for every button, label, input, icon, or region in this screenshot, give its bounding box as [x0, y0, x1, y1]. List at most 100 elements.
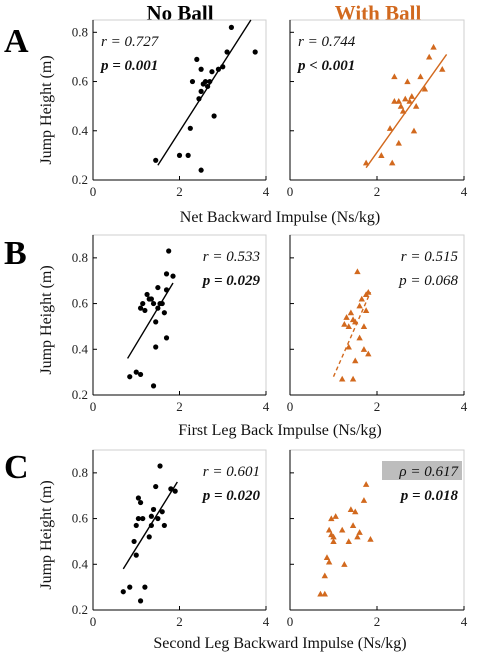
panel-b-no-ball-point [148, 296, 154, 302]
panel-c-no-ball-point [137, 499, 144, 506]
panel-a-with-ball-point [391, 98, 398, 104]
panel-c-with-ball-point [339, 526, 346, 533]
panel-b-no-ball-point [155, 305, 161, 311]
panel-b-with-ball-point [345, 343, 352, 350]
panel-c-with-ball-stat-highlight [382, 461, 462, 480]
panel-c-with-ball: 0 2 4 ρ = 0.617 p = 0.018 [287, 449, 468, 629]
panel-b-with-ball-point [354, 268, 361, 275]
panel-b-no-ball-point [170, 273, 176, 279]
panel-c-with-ball-point [362, 481, 370, 487]
panel-a-no-ball-fit-line [157, 19, 252, 166]
panel-b-no-ball-point [153, 319, 159, 325]
panel-a-no-ball-point [215, 66, 222, 72]
panel-c-with-ball-point [349, 522, 357, 528]
panel-a-no-ball-y-tick-label: 0.4 [72, 123, 89, 138]
y-axis-label-b: Jump Height (m) [38, 265, 55, 374]
panel-c-no-ball-r-value: r = 0.601 [203, 464, 260, 480]
panel-a-no-ball-y-tick-label: 0.6 [72, 74, 89, 89]
panel-a-no-ball-x-tick-label: 0 [90, 184, 97, 199]
panel-b-with-ball-point [347, 309, 355, 316]
panel-c-with-ball-point [317, 590, 324, 597]
panel-c-no-ball-point [148, 513, 154, 519]
panel-c-no-ball-point [168, 486, 174, 492]
panel-b-with-ball-point [339, 375, 346, 382]
panel-c-no-ball-y-tick-label: 0.2 [72, 602, 88, 617]
panel-a-no-ball-point [176, 152, 183, 158]
panel-a-no-ball-point [252, 49, 258, 55]
panel-b-with-ball-point [356, 302, 363, 309]
panel-c-with-ball-point [341, 561, 348, 567]
panel-a-with-ball-point [426, 53, 433, 60]
panel-c-with-ball-point [325, 526, 333, 533]
panel-c-no-ball-point [133, 552, 139, 558]
panel-a-with-ball-x-tick-label: 0 [287, 184, 294, 199]
panel-a-with-ball-point [397, 102, 405, 109]
panel-c-with-ball-point [321, 590, 328, 597]
panel-b-with-ball-point [343, 314, 350, 320]
panel-a-no-ball-point [194, 56, 200, 62]
panel-c-no-ball-point [157, 463, 163, 469]
panel-b-no-ball-point [137, 305, 144, 311]
panel-a-no-ball-point [228, 24, 234, 30]
panel-c-no-ball-y-tick-label: 0.8 [72, 465, 88, 480]
panel-a-with-ball-point [408, 93, 415, 99]
panel-b-no-ball-point [150, 300, 157, 307]
panel-c-no-ball-point [153, 483, 159, 490]
panel-c-with-ball-point [330, 538, 337, 544]
panel-b-no-ball-x-tick-label: 4 [263, 399, 270, 414]
panel-a-with-ball-point [395, 139, 402, 146]
panel-b-with-ball-point [360, 323, 368, 329]
panel-b-no-ball: 0 2 4 0.2 0.4 0.6 0.8 r = 0.533 p = 0.029 [72, 234, 270, 414]
panel-a-no-ball-point [209, 69, 215, 75]
panel-b-with-ball-r-value: r = 0.515 [401, 249, 459, 265]
panel-b-with-ball-point [360, 346, 368, 352]
panel-c-with-ball-point [352, 508, 359, 515]
panel-c-no-ball-point [131, 538, 137, 545]
panel-a-no-ball-point [198, 66, 204, 72]
panel-c-no-ball-point [137, 598, 144, 604]
panel-b-with-ball-point [345, 323, 352, 329]
panel-c-with-ball-p-value: p = 0.018 [399, 488, 459, 504]
panel-a-with-ball-point [362, 159, 370, 166]
panel-c-with-ball-point [345, 538, 352, 544]
panel-a-with-ball-point [389, 159, 396, 166]
panel-b-no-ball-point [137, 371, 144, 378]
panel-c-with-ball-point [367, 535, 374, 542]
panel-b-no-ball-point [155, 284, 161, 291]
panel-b-no-ball-point [144, 291, 150, 298]
panel-b-no-ball-point [142, 307, 148, 314]
panel-a-no-ball-r-value: r = 0.727 [101, 34, 160, 50]
panel-b-no-ball-point [159, 300, 165, 307]
panel-a-with-ball-p-value: p < 0.001 [296, 58, 355, 74]
panel-a-no-ball-x-tick-label: 2 [176, 184, 183, 199]
panel-c-with-ball-point [347, 506, 355, 512]
panel-c-no-ball-point [140, 515, 146, 522]
panel-b-with-ball-point [349, 375, 357, 382]
panel-b-with-ball: 0 2 4 r = 0.515 p = 0.068 [287, 234, 468, 414]
panel-c-no-ball-point [142, 584, 148, 590]
panel-b-with-ball-p-value: p = 0.068 [398, 273, 458, 289]
panel-c-with-ball-point [323, 554, 331, 560]
x-axis-label-a: Net Backward Impulse (Ns/kg) [180, 209, 380, 226]
panel-c-no-ball-point [127, 584, 133, 590]
panel-c-no-ball-point [155, 515, 161, 522]
panel-b-with-ball-point [358, 295, 365, 302]
panel-a-with-ball-point [430, 43, 437, 50]
x-axis-label-b: First Leg Back Impulse (Ns/kg) [178, 422, 382, 439]
panel-b-no-ball-point [153, 344, 159, 350]
panel-a-with-ball-point [399, 107, 407, 114]
panel-a-no-ball-point [196, 96, 202, 102]
panel-a-no-ball-point [205, 83, 211, 90]
panel-b-with-ball-point [365, 288, 372, 295]
panel-a-no-ball-point [202, 78, 209, 85]
panel-c-with-ball-r-value: ρ = 0.617 [398, 464, 459, 480]
panel-a-no-ball-point [198, 167, 204, 173]
panel-a-no-ball-point [207, 78, 213, 85]
panel-b-no-ball-fit-line [127, 282, 174, 359]
panel-a-no-ball-y-tick-label: 0.8 [72, 24, 88, 39]
panel-b-no-ball-y-tick-label: 0.8 [72, 250, 88, 265]
panel-b-no-ball-point [163, 271, 170, 277]
panel-b-with-ball-point [356, 334, 363, 341]
panel-b-with-ball-point [365, 350, 372, 357]
